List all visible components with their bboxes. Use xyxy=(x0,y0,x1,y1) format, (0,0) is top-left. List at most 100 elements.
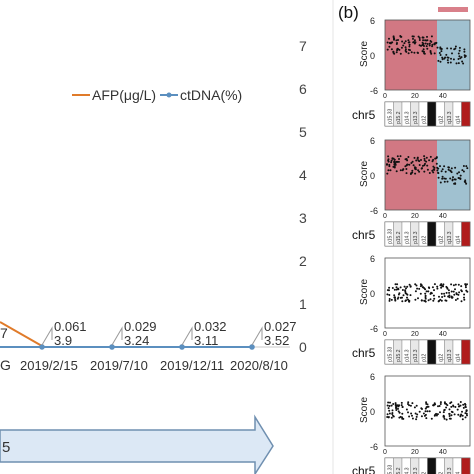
score-dot xyxy=(443,292,446,295)
score-dot xyxy=(452,290,455,293)
score-dot xyxy=(413,51,416,54)
score-dot xyxy=(442,415,445,418)
score-dot xyxy=(394,283,397,286)
score-dot xyxy=(413,406,416,409)
score-dot xyxy=(433,414,436,417)
position-tick-label: 0 xyxy=(383,331,387,338)
ctdna-point xyxy=(39,344,45,350)
score-dot xyxy=(398,416,401,419)
score-dot xyxy=(448,415,451,417)
right-axis-tick-label: 3 xyxy=(299,210,307,226)
callout-line xyxy=(251,326,263,346)
afp-data-label: 3.9 xyxy=(54,333,72,348)
score-dot xyxy=(426,47,429,50)
score-dot xyxy=(390,416,393,419)
score-dot xyxy=(452,284,455,287)
score-dot xyxy=(396,42,398,44)
score-dot xyxy=(422,50,425,53)
x-tick-label: 2019/2/15 xyxy=(20,358,78,373)
right-axis-tick-label: 2 xyxy=(299,253,307,269)
band-label: q12 xyxy=(438,471,444,474)
band-label: p15.33 xyxy=(387,464,393,474)
legend-ctdna-marker xyxy=(166,92,172,98)
score-dot xyxy=(439,401,442,404)
score-dot xyxy=(426,410,429,413)
score-tick-label: 0 xyxy=(370,407,375,417)
score-dot xyxy=(414,172,417,175)
score-dot xyxy=(418,170,421,173)
score-dot xyxy=(413,156,416,159)
ctdna-point xyxy=(109,344,115,350)
score-dot xyxy=(410,162,413,164)
score-dot xyxy=(410,51,413,54)
score-dot xyxy=(425,160,428,163)
score-dot xyxy=(444,299,447,302)
score-dot xyxy=(424,300,427,303)
x-axis-ticks: 2019/2/15 2019/7/10 2019/12/11 2020/8/10 xyxy=(20,358,288,373)
ideogram-band xyxy=(427,457,437,474)
score-dot xyxy=(450,405,453,408)
score-dot xyxy=(433,403,436,406)
score-dot xyxy=(397,160,400,163)
score-dot xyxy=(408,43,411,46)
score-dot xyxy=(415,415,418,418)
score-dot xyxy=(417,35,420,38)
score-dot xyxy=(440,286,443,289)
score-dot xyxy=(438,295,440,298)
score-dot xyxy=(450,290,453,293)
score-dot xyxy=(429,298,432,301)
position-tick-label: 40 xyxy=(439,213,447,220)
band-label: p13.3 xyxy=(413,349,419,362)
score-dot xyxy=(444,56,447,59)
score-dot xyxy=(407,401,410,404)
score-dot xyxy=(458,49,461,52)
score-dot xyxy=(453,293,456,296)
score-dot xyxy=(464,416,467,419)
score-dot xyxy=(404,48,407,51)
score-dot xyxy=(441,56,444,59)
score-dot xyxy=(387,169,390,172)
ideogram-band xyxy=(435,457,445,474)
score-dot xyxy=(445,291,448,294)
score-dot xyxy=(436,46,439,49)
score-dot xyxy=(457,58,460,60)
score-dot xyxy=(424,413,427,416)
score-dot xyxy=(426,164,429,167)
score-dot xyxy=(437,59,440,62)
score-dot xyxy=(401,406,404,408)
score-dot xyxy=(414,283,417,286)
score-dot xyxy=(435,414,438,417)
score-dot xyxy=(396,47,399,50)
score-dot xyxy=(388,405,391,407)
score-dot xyxy=(454,299,457,301)
band-label: p14.3 xyxy=(404,467,410,474)
score-dot xyxy=(446,56,449,59)
score-dot xyxy=(443,165,446,168)
score-dot xyxy=(424,292,427,295)
position-tick-label: 0 xyxy=(383,93,387,100)
callout-line xyxy=(181,326,193,346)
score-dot xyxy=(417,297,419,300)
score-dot xyxy=(466,167,469,170)
score-dot xyxy=(418,37,421,39)
score-dot xyxy=(449,177,452,180)
right-axis-tick-label: 7 xyxy=(299,38,307,54)
score-dot xyxy=(418,39,421,41)
score-dot xyxy=(413,39,416,42)
score-dot xyxy=(431,160,434,163)
score-dot xyxy=(433,52,436,55)
score-dot xyxy=(393,288,396,291)
score-dot xyxy=(446,180,449,183)
score-dot xyxy=(440,292,443,295)
score-dot xyxy=(415,404,418,407)
score-dot xyxy=(416,287,419,290)
score-dot xyxy=(388,294,391,296)
right-axis-tick-label: 4 xyxy=(299,167,307,183)
band-label: p15.2 xyxy=(396,467,402,474)
score-dot xyxy=(441,58,444,61)
